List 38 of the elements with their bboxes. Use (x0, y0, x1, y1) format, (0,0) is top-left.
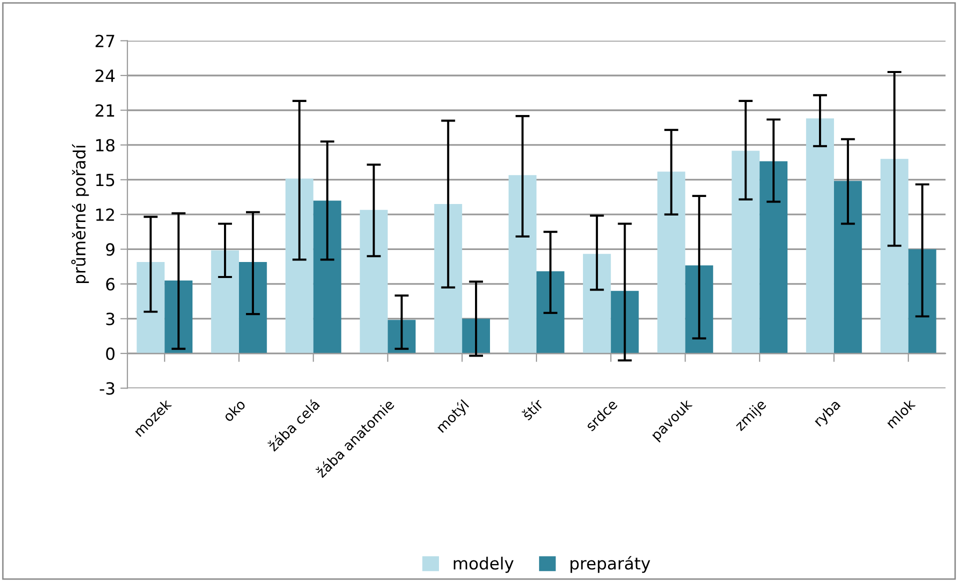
bar (136, 262, 165, 354)
bar (908, 249, 936, 354)
bar (285, 178, 314, 354)
x-tick-label: oko (222, 398, 246, 422)
y-axis-title: průměrné pořadí (71, 144, 89, 284)
y-tick-label: 3 (106, 312, 114, 326)
bar (834, 180, 862, 354)
bar (313, 200, 342, 354)
legend-label: preparáty (570, 556, 650, 573)
bar (806, 118, 834, 354)
bar (164, 280, 192, 354)
y-tick-label: 15 (96, 174, 114, 186)
bar (657, 172, 686, 354)
x-tick-label: štír (520, 398, 544, 421)
y-tick-label: 18 (96, 138, 114, 152)
bar (508, 175, 536, 354)
y-tick-label: 24 (96, 69, 115, 82)
bar (610, 290, 639, 354)
bar (434, 204, 462, 354)
y-tick-label: 21 (96, 104, 114, 117)
y-tick-label: 9 (106, 243, 114, 256)
y-tick-label: 0 (106, 347, 114, 360)
bar (238, 262, 267, 354)
bar (388, 320, 416, 354)
bar (462, 318, 490, 354)
bar (732, 150, 760, 354)
bar (685, 265, 714, 354)
bar (880, 158, 908, 354)
bar (760, 161, 788, 354)
y-tick-label: -3 (100, 382, 114, 395)
y-tick-label: 12 (96, 208, 114, 221)
bar (360, 210, 388, 354)
bar (536, 271, 564, 354)
legend-label: modely (454, 556, 514, 573)
bar (582, 254, 611, 354)
bar (211, 250, 239, 354)
y-tick-label: 6 (106, 278, 115, 291)
y-tick-label: 27 (96, 34, 114, 48)
